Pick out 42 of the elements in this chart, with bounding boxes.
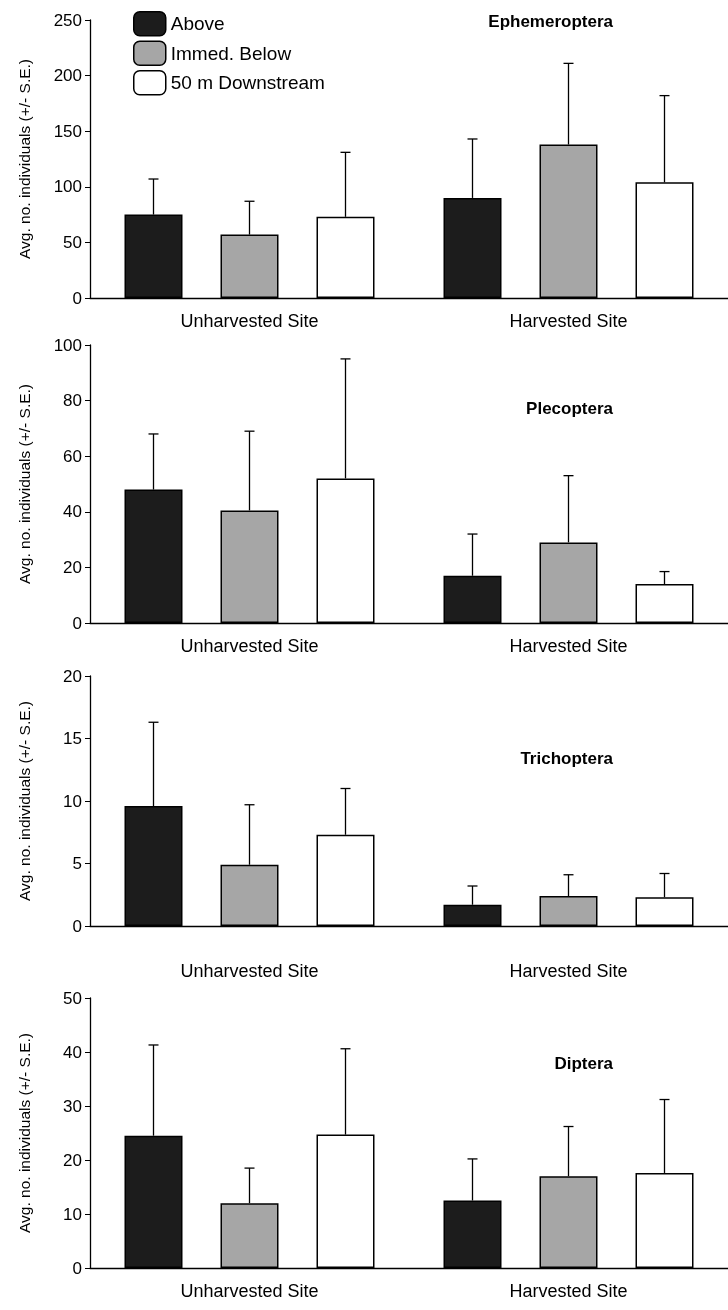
y-tick-label: 80 <box>63 391 82 411</box>
y-tick-label: 0 <box>72 288 82 308</box>
y-axis-title: Avg. no. individuals (+/- S.E.) <box>15 700 33 902</box>
y-tick-label: 10 <box>63 791 82 811</box>
x-tick-label: Unharvested Site <box>180 1281 319 1301</box>
x-tick-label: Harvested Site <box>509 961 628 981</box>
y-tick-label: 0 <box>72 916 82 936</box>
x-tick-label: Unharvested Site <box>180 961 319 981</box>
y-tick-label: 40 <box>63 502 82 522</box>
y-axis-title: Avg. no. individuals (+/- S.E.) <box>15 1032 33 1234</box>
y-tick-label: 20 <box>63 666 82 686</box>
y-tick-label: 50 <box>63 232 82 252</box>
chart-title: Ephemeroptera <box>488 12 614 31</box>
legend-label: Immed. Below <box>170 42 292 64</box>
y-tick-label: 50 <box>63 988 82 1008</box>
y-tick-label: 20 <box>63 1150 82 1170</box>
y-tick-label: 250 <box>53 10 82 30</box>
y-tick-label: 20 <box>63 557 82 577</box>
y-tick-label: 40 <box>63 1042 82 1062</box>
x-tick-label: Harvested Site <box>509 311 628 331</box>
x-tick-label: Harvested Site <box>509 1281 628 1301</box>
y-axis-title: Avg. no. individuals (+/- S.E.) <box>15 383 33 585</box>
y-tick-label: 15 <box>63 729 82 748</box>
x-tick-label: Unharvested Site <box>180 311 319 331</box>
y-tick-label: 30 <box>63 1096 82 1116</box>
y-tick-label: 0 <box>72 613 82 633</box>
x-tick-label: Unharvested Site <box>180 636 319 656</box>
text: Plecoptera <box>526 399 614 418</box>
text: Diptera <box>554 1054 614 1073</box>
y-tick-label: 60 <box>63 446 82 466</box>
legend-label: 50 m Downstream <box>170 72 325 94</box>
y-tick-label: 0 <box>72 1258 82 1278</box>
y-axis-title: Avg. no. individuals (+/- S.E.) <box>15 58 33 260</box>
y-tick-label: 5 <box>72 854 82 873</box>
y-tick-label: 150 <box>53 121 82 141</box>
y-tick-label: 10 <box>63 1204 82 1224</box>
text: Trichoptera <box>520 749 614 768</box>
y-tick-label: 100 <box>53 335 82 355</box>
legend-label: Above <box>170 13 225 35</box>
y-tick-label: 100 <box>53 177 82 197</box>
y-tick-label: 200 <box>53 66 82 86</box>
x-tick-label: Harvested Site <box>509 636 628 656</box>
